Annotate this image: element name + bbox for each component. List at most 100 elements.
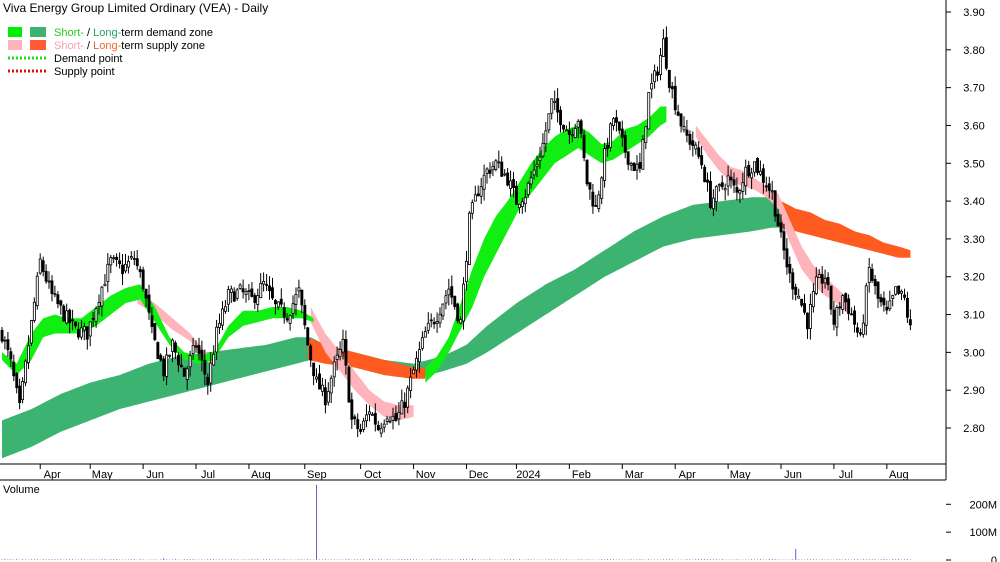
candle — [567, 121, 571, 144]
candle — [115, 253, 119, 267]
candle — [788, 256, 792, 283]
candle — [270, 277, 274, 300]
price-panel: 3.90 3.80 3.70 3.60 3.50 3.40 3.30 3.20 3.10 3.00… — [0, 0, 985, 481]
candle — [785, 238, 789, 275]
candle — [367, 405, 371, 422]
candle — [518, 203, 521, 214]
candle — [873, 275, 877, 295]
candle — [409, 368, 413, 399]
candle — [856, 322, 859, 338]
candle — [444, 290, 448, 310]
x-tick-label: Jul — [201, 469, 215, 481]
candle — [171, 338, 174, 363]
candle — [603, 142, 607, 188]
price-axis: 3.90 3.80 3.70 3.60 3.50 3.40 3.30 3.20 3.10 3.00… — [946, 7, 985, 435]
long-term-supply-zone-1 — [781, 201, 911, 258]
candle — [853, 305, 856, 333]
candle — [353, 414, 357, 426]
candle — [373, 403, 377, 432]
candle — [356, 413, 360, 438]
legend-swatch — [8, 27, 22, 37]
candle — [494, 158, 498, 172]
candle — [285, 313, 289, 323]
long-term-zones — [2, 197, 911, 459]
candle — [79, 320, 83, 340]
candle — [676, 104, 680, 117]
candle — [456, 302, 460, 324]
candle — [529, 171, 533, 189]
candle — [809, 293, 812, 340]
candle — [512, 171, 515, 198]
long-term-demand-zone-0 — [2, 197, 781, 459]
candle — [6, 332, 10, 357]
candle — [844, 292, 848, 312]
x-tick-label: Feb — [572, 469, 591, 481]
candle — [688, 130, 692, 151]
candle — [423, 326, 427, 338]
candle — [861, 314, 865, 338]
candle — [735, 177, 739, 201]
x-tick-label: Apr — [44, 469, 61, 481]
candle — [56, 291, 60, 309]
candle — [106, 253, 110, 293]
candle — [71, 309, 74, 331]
candle — [550, 98, 554, 120]
candle — [417, 341, 421, 373]
candle — [21, 377, 24, 404]
candle — [770, 180, 774, 200]
candle — [15, 372, 19, 394]
candle — [435, 312, 439, 333]
candle — [903, 288, 906, 301]
candle — [453, 295, 457, 310]
x-tick-label: Apr — [679, 469, 696, 481]
candle — [256, 288, 260, 312]
volume-tick-label: 100M — [969, 527, 997, 539]
candle — [797, 288, 801, 299]
candle — [503, 169, 507, 177]
legend-item: Supply point — [8, 66, 115, 78]
candle — [168, 354, 171, 359]
candle — [791, 268, 795, 300]
candle — [32, 297, 36, 323]
candle — [332, 356, 336, 387]
y-tick-label: 3.70 — [963, 83, 984, 95]
candle — [209, 352, 213, 392]
x-tick-label: Aug — [889, 469, 909, 481]
candle — [94, 306, 98, 328]
candle — [485, 167, 489, 184]
candle — [656, 66, 659, 82]
y-tick-label: 3.40 — [963, 196, 984, 208]
candle — [664, 26, 668, 71]
y-tick-label: 3.20 — [963, 272, 984, 284]
candle — [850, 307, 853, 316]
candle — [670, 82, 674, 99]
candle — [906, 291, 909, 323]
candle — [479, 177, 483, 204]
candle — [365, 404, 368, 428]
candle — [238, 283, 242, 290]
candle — [370, 412, 374, 416]
candle — [426, 312, 430, 334]
candle — [77, 322, 80, 340]
candle — [147, 284, 151, 320]
candle — [620, 120, 624, 147]
candle — [591, 183, 595, 214]
candle — [218, 313, 221, 334]
candle — [288, 314, 292, 331]
candle — [26, 335, 30, 369]
candle — [697, 141, 701, 160]
candle — [747, 160, 751, 178]
candle — [53, 285, 57, 298]
candle — [576, 119, 580, 139]
candle — [535, 155, 539, 178]
candle — [44, 264, 48, 284]
x-tick-label: 2024 — [516, 469, 540, 481]
candle — [744, 159, 748, 195]
x-tick-label: Aug — [251, 469, 271, 481]
candle — [250, 282, 254, 298]
candle — [779, 214, 783, 238]
volume-panel: Volume 200M 100M 0 — [0, 479, 997, 562]
candle — [776, 209, 780, 227]
candle — [679, 113, 683, 133]
